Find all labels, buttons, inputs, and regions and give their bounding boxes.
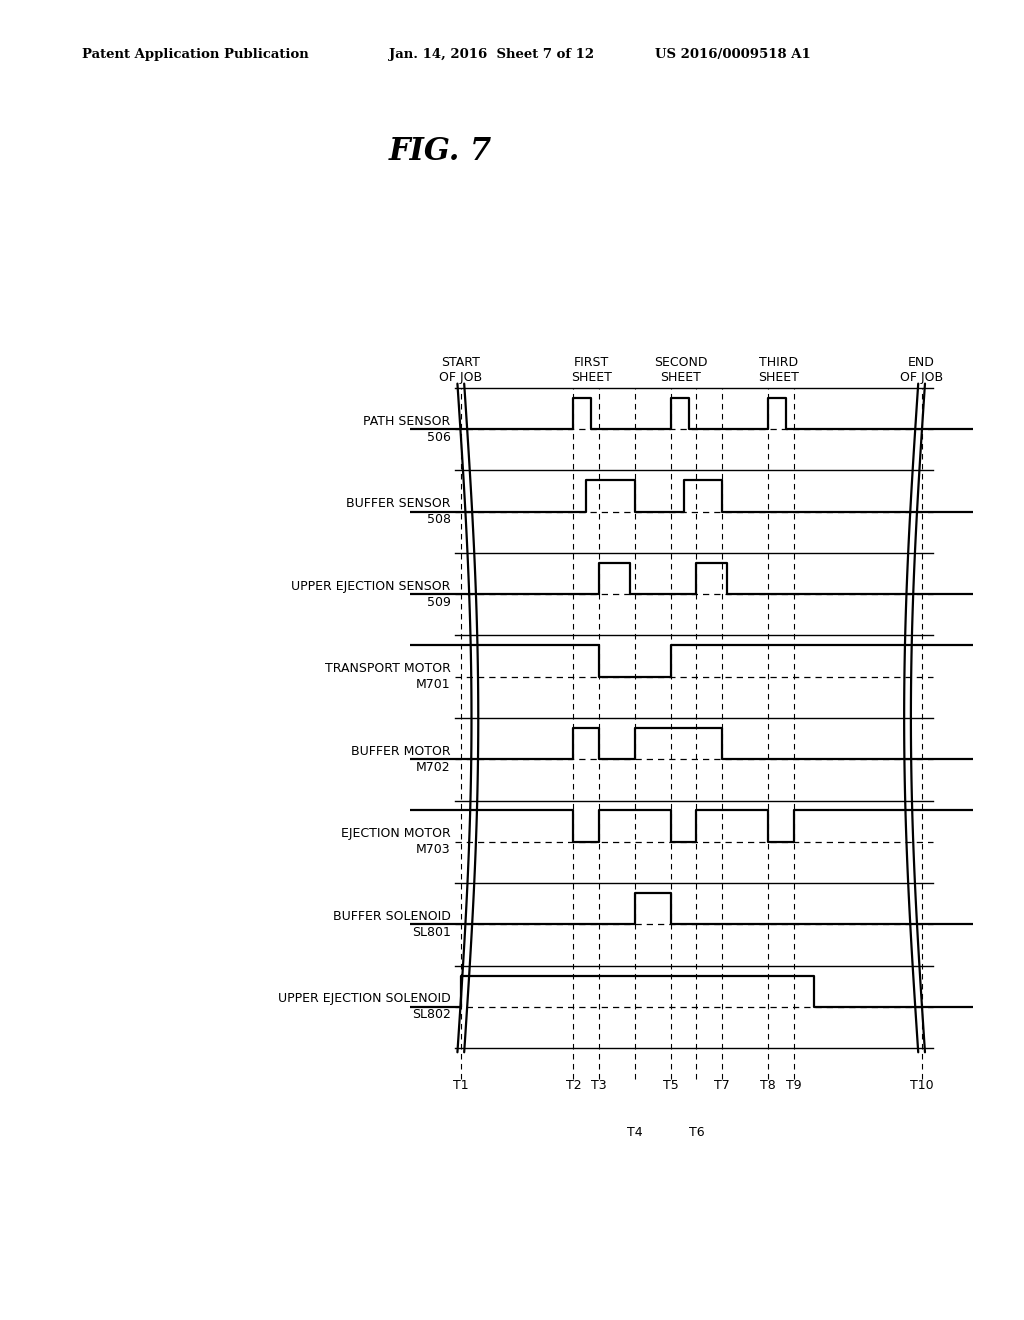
Text: TRANSPORT MOTOR
M701: TRANSPORT MOTOR M701 bbox=[325, 663, 451, 692]
Text: T3: T3 bbox=[591, 1080, 607, 1092]
Text: T2: T2 bbox=[565, 1080, 582, 1092]
Text: BUFFER SENSOR
508: BUFFER SENSOR 508 bbox=[346, 498, 451, 527]
Text: Jan. 14, 2016  Sheet 7 of 12: Jan. 14, 2016 Sheet 7 of 12 bbox=[389, 48, 594, 61]
Text: SECOND
SHEET: SECOND SHEET bbox=[654, 355, 708, 384]
Text: T7: T7 bbox=[714, 1080, 730, 1092]
Text: UPPER EJECTION SENSOR
509: UPPER EJECTION SENSOR 509 bbox=[291, 579, 451, 609]
Text: T10: T10 bbox=[909, 1080, 934, 1092]
Text: T6: T6 bbox=[688, 1126, 705, 1139]
Text: FIRST
SHEET: FIRST SHEET bbox=[571, 355, 611, 384]
Text: EJECTION MOTOR
M703: EJECTION MOTOR M703 bbox=[341, 828, 451, 857]
Text: UPPER EJECTION SOLENOID
SL802: UPPER EJECTION SOLENOID SL802 bbox=[278, 993, 451, 1022]
Text: BUFFER MOTOR
M702: BUFFER MOTOR M702 bbox=[351, 744, 451, 774]
Text: Patent Application Publication: Patent Application Publication bbox=[82, 48, 308, 61]
Text: US 2016/0009518 A1: US 2016/0009518 A1 bbox=[655, 48, 811, 61]
Text: T1: T1 bbox=[453, 1080, 469, 1092]
Text: END
OF JOB: END OF JOB bbox=[900, 355, 943, 384]
Text: T9: T9 bbox=[785, 1080, 802, 1092]
Text: START
OF JOB: START OF JOB bbox=[439, 355, 482, 384]
Text: T5: T5 bbox=[663, 1080, 679, 1092]
Text: PATH SENSOR
506: PATH SENSOR 506 bbox=[364, 414, 451, 444]
Text: BUFFER SOLENOID
SL801: BUFFER SOLENOID SL801 bbox=[333, 909, 451, 939]
Text: T8: T8 bbox=[760, 1080, 776, 1092]
Text: FIG. 7: FIG. 7 bbox=[389, 136, 492, 168]
Text: T4: T4 bbox=[627, 1126, 643, 1139]
Text: THIRD
SHEET: THIRD SHEET bbox=[758, 355, 799, 384]
